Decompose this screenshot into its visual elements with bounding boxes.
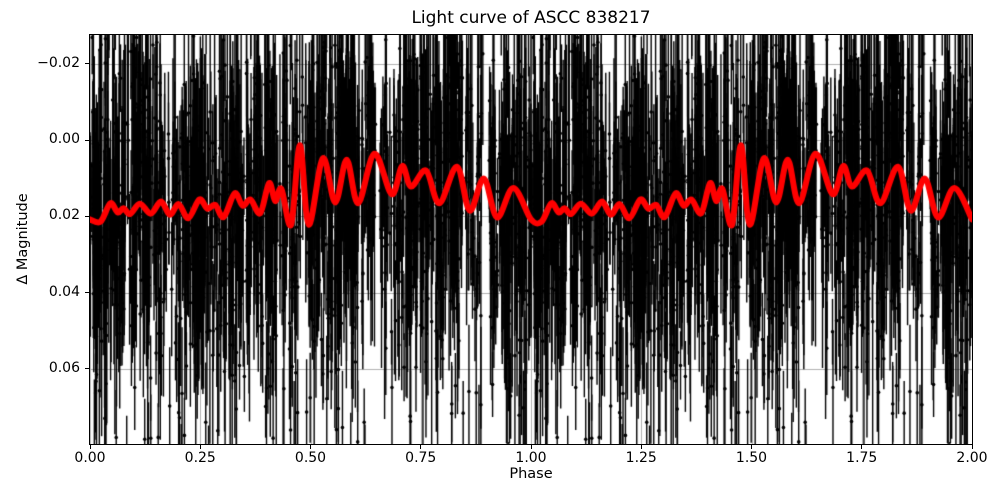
y-tick-mark bbox=[85, 139, 89, 141]
y-tick-label: 0.06 bbox=[48, 359, 80, 376]
x-tick-label: 1.50 bbox=[735, 450, 768, 466]
y-tick-mark bbox=[85, 215, 89, 217]
y-tick-label: 0.02 bbox=[48, 207, 80, 224]
x-tick-mark bbox=[89, 445, 91, 449]
x-tick-label: 1.25 bbox=[625, 450, 657, 466]
x-tick-label: 1.75 bbox=[846, 450, 878, 466]
x-tick-label: 0.75 bbox=[405, 450, 437, 466]
y-tick-mark bbox=[85, 63, 89, 65]
x-tick-label: 0.50 bbox=[294, 450, 327, 466]
plot-canvas bbox=[90, 35, 972, 444]
x-tick-mark bbox=[420, 445, 422, 449]
x-axis-label: Phase bbox=[509, 466, 553, 482]
y-tick-label: 0.00 bbox=[48, 131, 80, 148]
x-tick-mark bbox=[751, 445, 752, 449]
x-tick-mark bbox=[971, 445, 973, 449]
x-tick-mark bbox=[310, 445, 311, 449]
y-tick-label: 0.04 bbox=[48, 283, 80, 300]
x-tick-label: 1.00 bbox=[515, 450, 547, 466]
x-tick-mark bbox=[199, 445, 201, 449]
x-tick-mark bbox=[530, 445, 532, 449]
x-tick-label: 2.00 bbox=[956, 450, 988, 466]
x-tick-label: 0.00 bbox=[74, 450, 106, 466]
y-tick-label: −0.02 bbox=[37, 54, 80, 71]
x-tick-label: 0.25 bbox=[184, 450, 216, 466]
chart-title: Light curve of ASCC 838217 bbox=[411, 8, 651, 28]
x-tick-mark bbox=[640, 445, 642, 449]
y-tick-mark bbox=[85, 292, 89, 294]
x-tick-mark bbox=[861, 445, 863, 449]
y-tick-mark bbox=[85, 368, 89, 370]
